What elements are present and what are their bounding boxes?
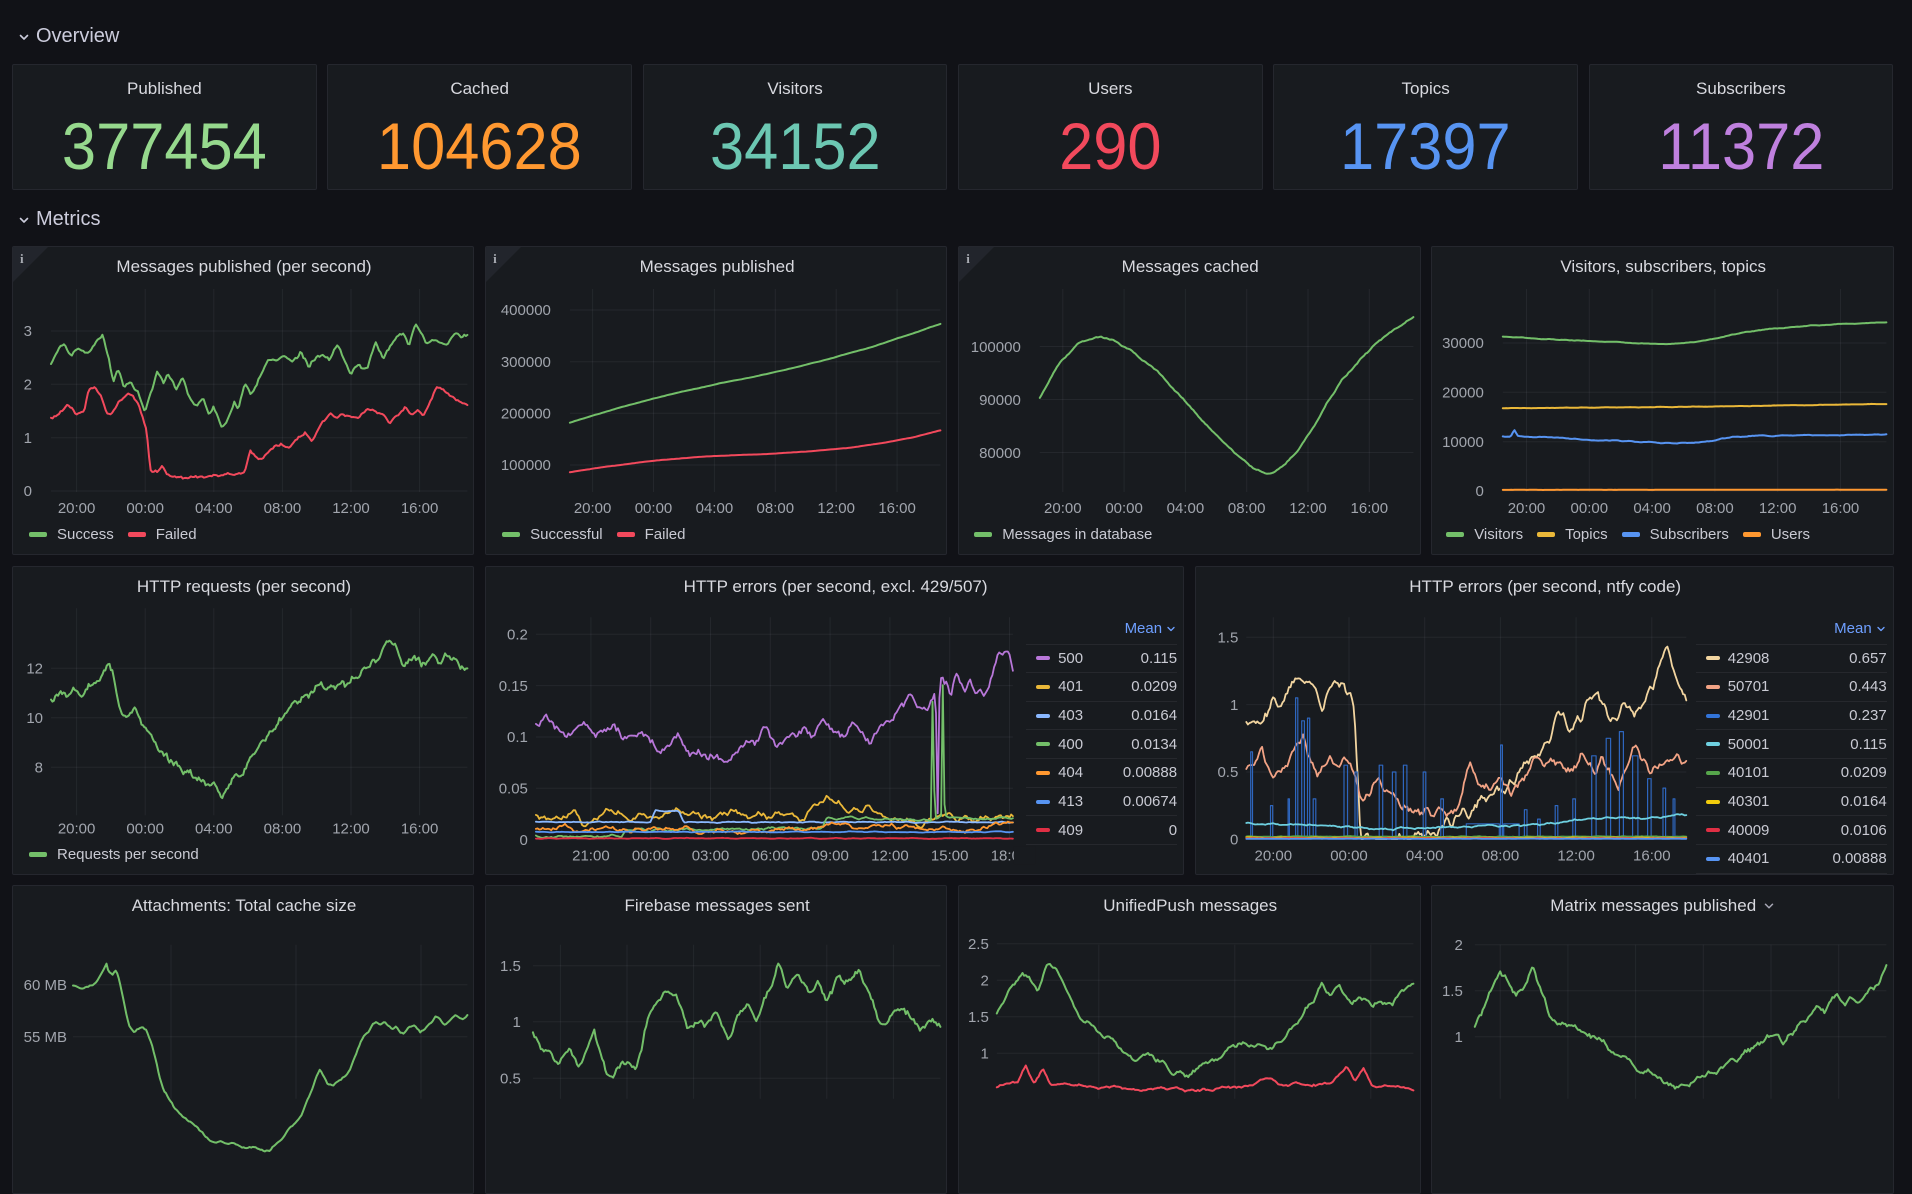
svg-text:04:00: 04:00 (1167, 500, 1205, 517)
svg-text:08:00: 08:00 (264, 500, 302, 517)
svg-text:0.5: 0.5 (1217, 764, 1238, 781)
svg-text:0: 0 (1230, 831, 1238, 848)
svg-text:16:00: 16:00 (878, 500, 916, 517)
svg-text:0.05: 0.05 (499, 780, 528, 797)
svg-text:0.15: 0.15 (499, 677, 528, 694)
svg-text:04:00: 04:00 (195, 820, 233, 837)
svg-text:04:00: 04:00 (696, 500, 734, 517)
svg-text:2: 2 (24, 377, 32, 394)
svg-text:10: 10 (26, 710, 43, 727)
svg-text:06:00: 06:00 (752, 847, 790, 864)
svg-text:12:00: 12:00 (1557, 847, 1595, 864)
svg-text:1: 1 (981, 1046, 989, 1063)
svg-text:100000: 100000 (501, 457, 551, 474)
svg-text:00:00: 00:00 (632, 847, 670, 864)
svg-text:55 MB: 55 MB (24, 1029, 67, 1046)
svg-text:1.5: 1.5 (1217, 629, 1238, 646)
svg-text:20:00: 20:00 (1044, 500, 1082, 517)
svg-text:12:00: 12:00 (818, 500, 856, 517)
svg-text:60 MB: 60 MB (24, 977, 67, 994)
svg-text:2: 2 (981, 973, 989, 990)
svg-text:30000: 30000 (1442, 335, 1484, 352)
svg-text:0: 0 (1476, 483, 1484, 500)
svg-text:400000: 400000 (501, 302, 551, 319)
svg-text:20:00: 20:00 (58, 500, 96, 517)
svg-text:1: 1 (1455, 1029, 1463, 1046)
svg-text:0.5: 0.5 (500, 1071, 521, 1088)
svg-text:16:00: 16:00 (1351, 500, 1389, 517)
svg-text:0.2: 0.2 (507, 626, 528, 643)
svg-text:1: 1 (24, 430, 32, 447)
svg-text:00:00: 00:00 (1330, 847, 1368, 864)
svg-text:1.5: 1.5 (968, 1009, 989, 1026)
svg-text:0: 0 (520, 831, 528, 848)
svg-text:10000: 10000 (1442, 434, 1484, 451)
svg-text:16:00: 16:00 (401, 500, 439, 517)
svg-text:16:00: 16:00 (1633, 847, 1671, 864)
svg-text:8: 8 (35, 759, 43, 776)
svg-text:20:00: 20:00 (1254, 847, 1292, 864)
svg-text:00:00: 00:00 (126, 820, 164, 837)
svg-text:08:00: 08:00 (1228, 500, 1266, 517)
svg-text:20:00: 20:00 (574, 500, 612, 517)
svg-text:12:00: 12:00 (332, 500, 370, 517)
svg-text:00:00: 00:00 (635, 500, 673, 517)
svg-text:03:00: 03:00 (692, 847, 730, 864)
svg-text:1: 1 (513, 1014, 521, 1031)
svg-text:0: 0 (24, 483, 32, 500)
svg-text:20:00: 20:00 (58, 820, 96, 837)
svg-text:21:00: 21:00 (572, 847, 610, 864)
svg-text:1.5: 1.5 (500, 958, 521, 975)
svg-text:80000: 80000 (979, 445, 1021, 462)
svg-text:100000: 100000 (971, 339, 1021, 356)
svg-text:12:00: 12:00 (1759, 500, 1797, 517)
svg-text:1: 1 (1230, 696, 1238, 713)
svg-text:16:00: 16:00 (401, 820, 439, 837)
svg-text:04:00: 04:00 (195, 500, 233, 517)
svg-text:00:00: 00:00 (1571, 500, 1609, 517)
svg-text:12:00: 12:00 (871, 847, 909, 864)
svg-text:0.1: 0.1 (507, 729, 528, 746)
svg-text:08:00: 08:00 (264, 820, 302, 837)
svg-text:00:00: 00:00 (1106, 500, 1144, 517)
svg-text:2: 2 (1455, 937, 1463, 954)
svg-text:2.5: 2.5 (968, 936, 989, 953)
svg-text:1.5: 1.5 (1442, 983, 1463, 1000)
svg-text:12:00: 12:00 (1289, 500, 1327, 517)
svg-text:12: 12 (26, 660, 43, 677)
svg-text:08:00: 08:00 (757, 500, 795, 517)
svg-text:09:00: 09:00 (811, 847, 849, 864)
svg-text:90000: 90000 (979, 392, 1021, 409)
svg-text:12:00: 12:00 (332, 820, 370, 837)
svg-text:20000: 20000 (1442, 385, 1484, 402)
svg-text:15:00: 15:00 (931, 847, 969, 864)
svg-text:04:00: 04:00 (1634, 500, 1672, 517)
svg-text:16:00: 16:00 (1822, 500, 1860, 517)
svg-text:08:00: 08:00 (1481, 847, 1519, 864)
svg-text:08:00: 08:00 (1696, 500, 1734, 517)
svg-text:20:00: 20:00 (1508, 500, 1546, 517)
svg-text:3: 3 (24, 323, 32, 340)
svg-text:00:00: 00:00 (126, 500, 164, 517)
svg-text:200000: 200000 (501, 406, 551, 423)
svg-text:04:00: 04:00 (1406, 847, 1444, 864)
svg-text:300000: 300000 (501, 354, 551, 371)
